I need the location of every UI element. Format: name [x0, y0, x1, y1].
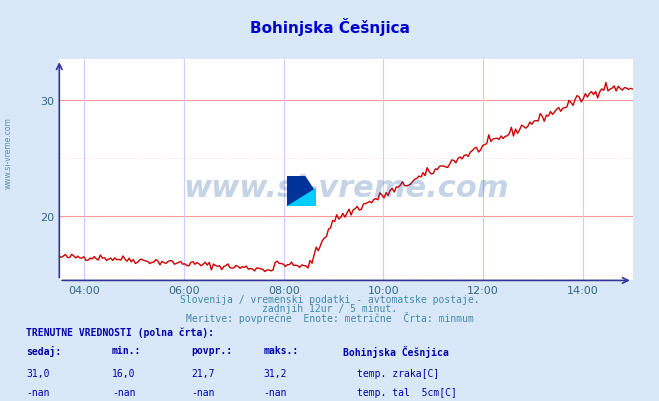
Polygon shape — [287, 176, 304, 194]
Text: -nan: -nan — [112, 387, 136, 397]
Text: Slovenija / vremenski podatki - avtomatske postaje.: Slovenija / vremenski podatki - avtomats… — [180, 295, 479, 305]
Text: zadnjih 12ur / 5 minut.: zadnjih 12ur / 5 minut. — [262, 303, 397, 313]
Text: TRENUTNE VREDNOSTI (polna črta):: TRENUTNE VREDNOSTI (polna črta): — [26, 327, 214, 337]
Text: www.si-vreme.com: www.si-vreme.com — [3, 117, 13, 188]
Polygon shape — [287, 176, 316, 207]
Text: Bohinjska Češnjica: Bohinjska Češnjica — [343, 345, 448, 357]
Text: temp. zraka[C]: temp. zraka[C] — [357, 368, 440, 378]
Text: Bohinjska Češnjica: Bohinjska Češnjica — [250, 18, 409, 36]
Text: temp. tal  5cm[C]: temp. tal 5cm[C] — [357, 387, 457, 397]
Text: povpr.:: povpr.: — [191, 345, 232, 355]
Text: 21,7: 21,7 — [191, 368, 215, 378]
Text: 31,0: 31,0 — [26, 368, 50, 378]
Text: sedaj:: sedaj: — [26, 345, 61, 356]
Text: www.si-vreme.com: www.si-vreme.com — [183, 174, 509, 203]
Polygon shape — [287, 188, 316, 207]
Text: Meritve: povprečne  Enote: metrične  Črta: minmum: Meritve: povprečne Enote: metrične Črta:… — [186, 311, 473, 323]
Text: min.:: min.: — [112, 345, 142, 355]
Text: -nan: -nan — [26, 387, 50, 397]
Text: -nan: -nan — [191, 387, 215, 397]
Text: 16,0: 16,0 — [112, 368, 136, 378]
Text: 31,2: 31,2 — [264, 368, 287, 378]
Text: maks.:: maks.: — [264, 345, 299, 355]
Text: -nan: -nan — [264, 387, 287, 397]
